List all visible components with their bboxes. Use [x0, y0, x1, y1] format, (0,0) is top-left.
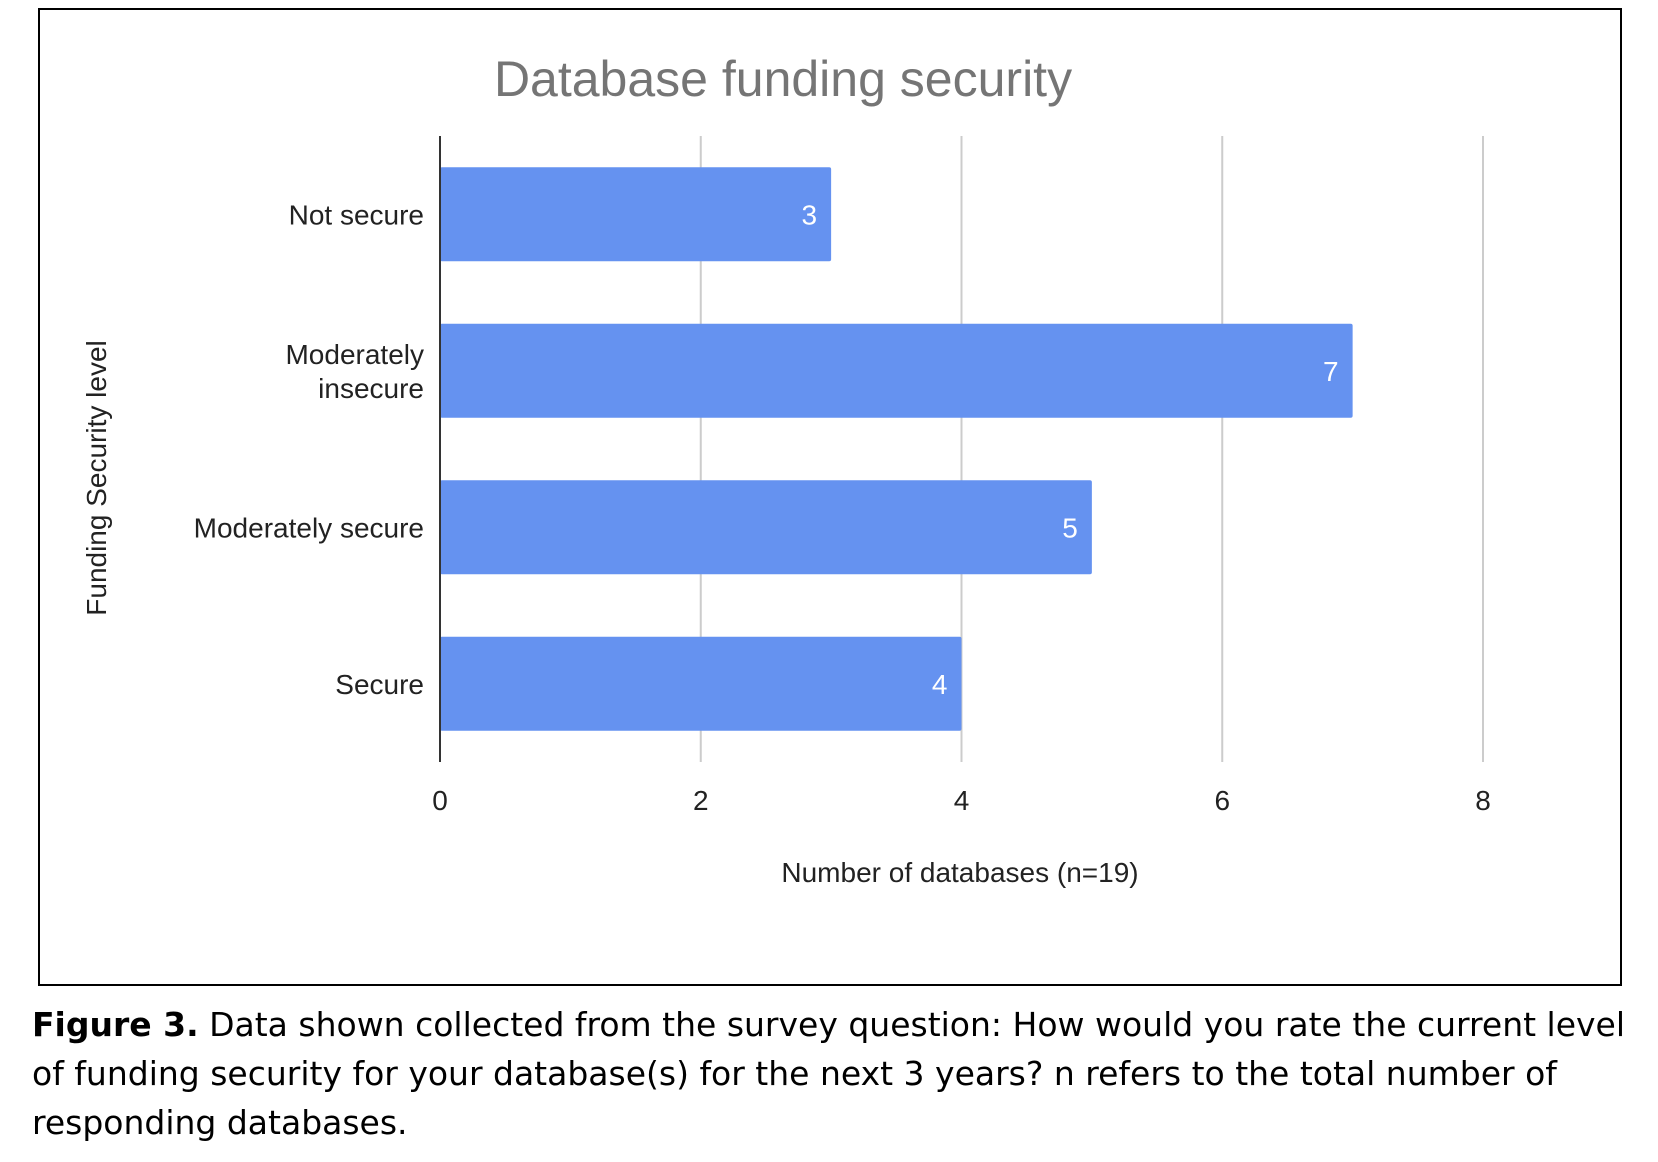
x-tick-label: 0 [432, 785, 448, 816]
category-label: Moderately [285, 339, 424, 370]
bar [440, 480, 1092, 575]
figure-label: Figure 3. [32, 1005, 199, 1044]
category-label: Moderately secure [194, 512, 424, 543]
bar [440, 323, 1353, 418]
bar-data-label: 3 [802, 199, 818, 230]
x-tick-label: 2 [693, 785, 709, 816]
category-label: insecure [318, 373, 424, 404]
bar-chart: Database funding security 3 7 5 4 0 2 4 6 8 Not … [81, 51, 1491, 888]
category-label: Not secure [289, 199, 424, 230]
x-axis-label: Number of databases (n=19) [781, 857, 1138, 888]
chart-frame: Database funding security 3 7 5 4 0 2 4 6 8 Not … [38, 8, 1622, 986]
bar-data-label: 4 [932, 669, 948, 700]
chart-title: Database funding security [494, 51, 1072, 107]
bar-data-label: 5 [1062, 512, 1078, 543]
y-axis-label: Funding Security level [81, 340, 112, 615]
caption-text: Data shown collected from the survey que… [32, 1005, 1626, 1142]
bar-data-label: 7 [1323, 356, 1339, 387]
x-tick-label: 6 [1214, 785, 1230, 816]
x-tick-label: 8 [1475, 785, 1491, 816]
figure-caption: Figure 3. Data shown collected from the … [32, 1000, 1632, 1147]
bars: 3 7 5 4 [440, 167, 1353, 731]
bar [440, 636, 962, 731]
bar [440, 167, 832, 262]
x-tick-label: 4 [954, 785, 970, 816]
category-label: Secure [335, 669, 424, 700]
